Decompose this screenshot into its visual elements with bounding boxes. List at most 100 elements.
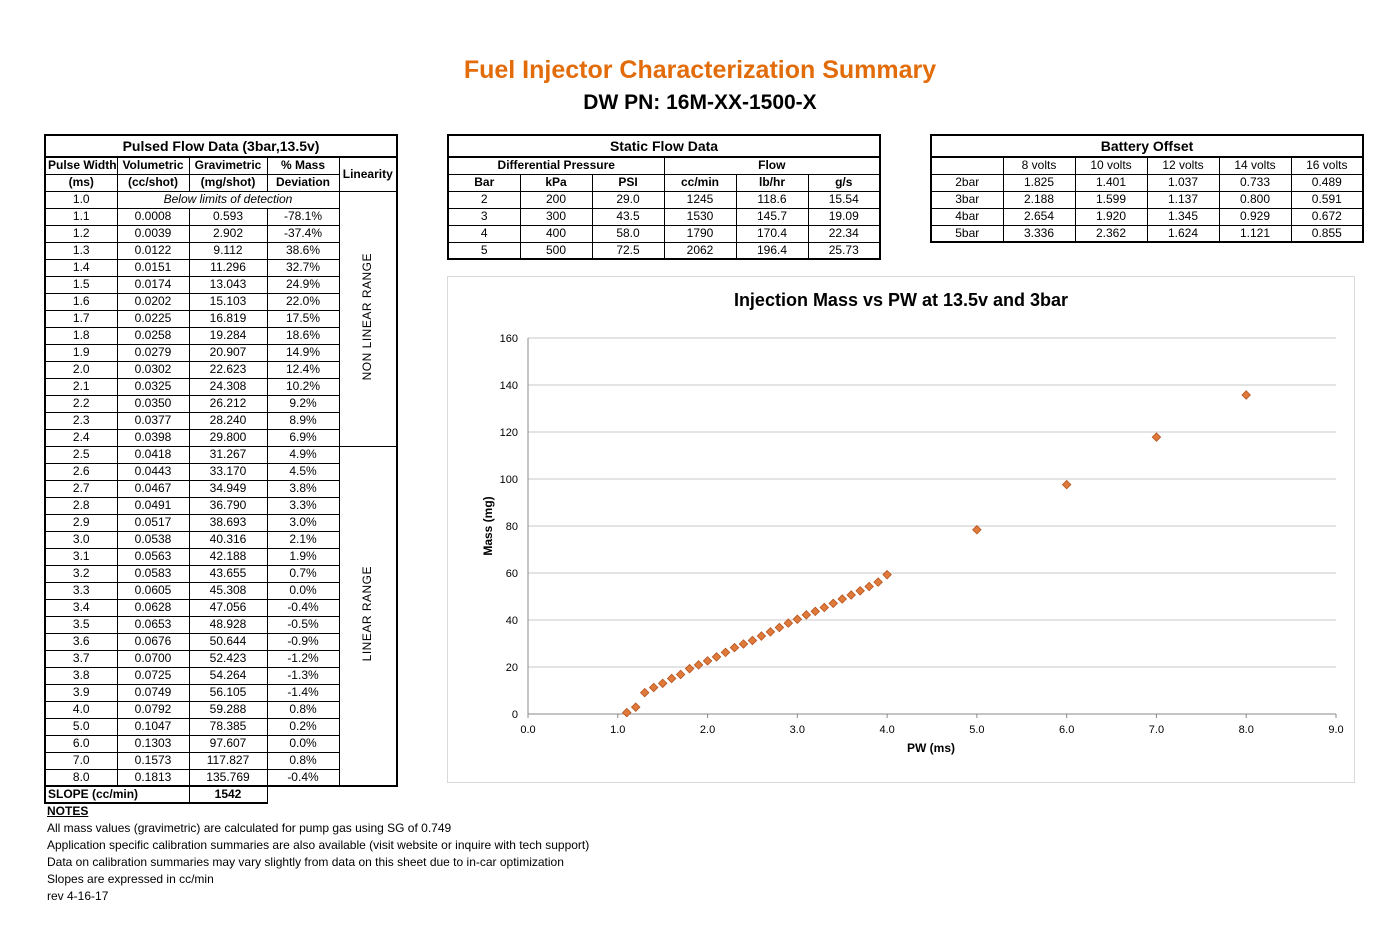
gs-cell: 25.73 <box>807 241 882 260</box>
data-point <box>855 586 865 596</box>
deviation-cell: 4.9% <box>266 445 340 464</box>
offset-12v-cell: 1.624 <box>1146 224 1220 243</box>
battery-offset-title: Battery Offset <box>929 134 1365 158</box>
y-tick-label: 100 <box>500 474 518 486</box>
pulse-width-cell: 6.0 <box>44 734 118 753</box>
gravimetric-cell: 135.769 <box>188 768 268 787</box>
psi-cell: 72.5 <box>591 241 665 260</box>
table-row: 2 200 29.0 1245 118.6 15.54 <box>447 190 882 209</box>
pulsed-flow-title: Pulsed Flow Data (3bar,13.5v) <box>43 134 399 158</box>
chart-svg: Injection Mass vs PW at 13.5v and 3bar P… <box>481 290 1344 755</box>
pulse-width-cell: 8.0 <box>44 768 118 787</box>
data-point <box>1241 390 1251 400</box>
note-line: Slopes are expressed in cc/min <box>47 872 214 886</box>
offset-8v-cell: 2.654 <box>1002 207 1076 226</box>
data-point <box>693 660 704 670</box>
table-row: 1.9 0.0279 20.907 14.9% <box>44 343 397 362</box>
deviation-cell: 0.8% <box>266 751 340 770</box>
deviation-cell: 24.9% <box>266 275 340 294</box>
data-point <box>846 590 856 600</box>
col-unit-mg-shot: (mg/shot) <box>188 173 268 192</box>
lbhr-cell: 118.6 <box>735 190 809 209</box>
data-point <box>738 639 749 649</box>
x-tick-label: 2.0 <box>700 724 715 736</box>
bar-cell: 2 <box>447 190 521 209</box>
volumetric-cell: 0.0279 <box>116 343 190 362</box>
volumetric-cell: 0.0517 <box>116 513 190 532</box>
data-point <box>720 647 731 658</box>
col-unit-ms: (ms) <box>44 173 118 192</box>
data-point <box>810 606 821 617</box>
deviation-cell: 38.6% <box>266 241 340 260</box>
deviation-cell: 14.9% <box>266 343 340 362</box>
gravimetric-cell: 78.385 <box>188 717 268 736</box>
offset-14v-cell: 0.800 <box>1218 190 1292 209</box>
x-tick-label: 7.0 <box>1149 724 1164 736</box>
offset-16v-cell: 0.672 <box>1290 207 1365 226</box>
ccmin-cell: 1245 <box>663 190 737 209</box>
table-row: 1.0 Below limits of detection NON LINEAR R… <box>44 190 399 447</box>
battery-col-14v: 14 volts <box>1218 156 1292 175</box>
volumetric-cell: 0.0302 <box>116 360 190 379</box>
data-point <box>1061 479 1072 490</box>
data-point <box>756 631 767 641</box>
table-row: 3.0 0.0538 40.316 2.1% <box>44 530 397 549</box>
deviation-cell: 9.2% <box>266 394 340 413</box>
pressure-label-cell: 3bar <box>930 190 1004 209</box>
volumetric-cell: 0.0583 <box>116 564 190 583</box>
table-row: 1.7 0.0225 16.819 17.5% <box>44 309 397 328</box>
deviation-cell: 12.4% <box>266 360 340 379</box>
linear-range-label: LINEAR RANGE <box>360 566 375 662</box>
table-row: 5.0 0.1047 78.385 0.2% <box>44 717 397 736</box>
offset-8v-cell: 2.188 <box>1002 190 1076 209</box>
deviation-cell: 1.9% <box>266 547 340 566</box>
note-line: All mass values (gravimetric) are calcul… <box>47 821 452 835</box>
x-tick-label: 0.0 <box>520 724 535 736</box>
y-tick-label: 140 <box>500 380 518 392</box>
battery-col-16v: 16 volts <box>1290 156 1365 175</box>
bar-cell: 4 <box>447 224 521 243</box>
y-tick-label: 0 <box>512 709 518 721</box>
part-number: DW PN: 16M-XX-1500-X <box>583 91 817 114</box>
static-flow-table: Static Flow Data Differential Pressure F… <box>446 134 882 260</box>
data-point <box>774 622 785 633</box>
deviation-cell: -0.5% <box>266 615 340 634</box>
pulse-width-cell: 3.6 <box>44 632 118 651</box>
deviation-cell: -0.4% <box>266 598 340 617</box>
deviation-cell: 10.2% <box>266 377 340 396</box>
gravimetric-cell: 2.902 <box>188 224 268 243</box>
gravimetric-cell: 0.593 <box>188 207 268 226</box>
volumetric-cell: 0.0605 <box>116 581 190 600</box>
gravimetric-cell: 28.240 <box>188 411 268 430</box>
pulse-width-cell: 3.0 <box>44 530 118 549</box>
table-row: 4 400 58.0 1790 170.4 22.34 <box>447 224 882 243</box>
data-point <box>630 702 641 712</box>
data-point <box>666 673 677 684</box>
deviation-cell: 3.8% <box>266 479 340 498</box>
slope-value: 1542 <box>188 785 268 804</box>
offset-14v-cell: 1.121 <box>1218 224 1292 243</box>
deviation-cell: -78.1% <box>266 207 340 226</box>
data-point <box>882 569 892 580</box>
offset-10v-cell: 1.599 <box>1074 190 1148 209</box>
table-row: 3.3 0.0605 45.308 0.0% <box>44 581 397 600</box>
pulse-width-cell: 1.9 <box>44 343 118 362</box>
table-row: 1.6 0.0202 15.103 22.0% <box>44 292 397 311</box>
volumetric-cell: 0.0749 <box>116 683 190 702</box>
gravimetric-cell: 9.112 <box>188 241 268 260</box>
volumetric-cell: 0.0174 <box>116 275 190 294</box>
x-tick-label: 6.0 <box>1059 724 1074 736</box>
offset-12v-cell: 1.037 <box>1146 173 1220 192</box>
volumetric-cell: 0.0538 <box>116 530 190 549</box>
note-line: Application specific calibration summari… <box>47 838 590 852</box>
pulse-width-cell: 3.2 <box>44 564 118 583</box>
pulse-width-cell: 1.7 <box>44 309 118 328</box>
deviation-cell: 22.0% <box>266 292 340 311</box>
volumetric-cell: 0.0325 <box>116 377 190 396</box>
gravimetric-cell: 24.308 <box>188 377 268 396</box>
offset-12v-cell: 1.137 <box>1146 190 1220 209</box>
data-point <box>711 652 722 662</box>
pulse-width-cell: 1.1 <box>44 207 118 226</box>
y-tick-label: 20 <box>506 662 518 674</box>
pressure-label-cell: 4bar <box>930 207 1004 226</box>
